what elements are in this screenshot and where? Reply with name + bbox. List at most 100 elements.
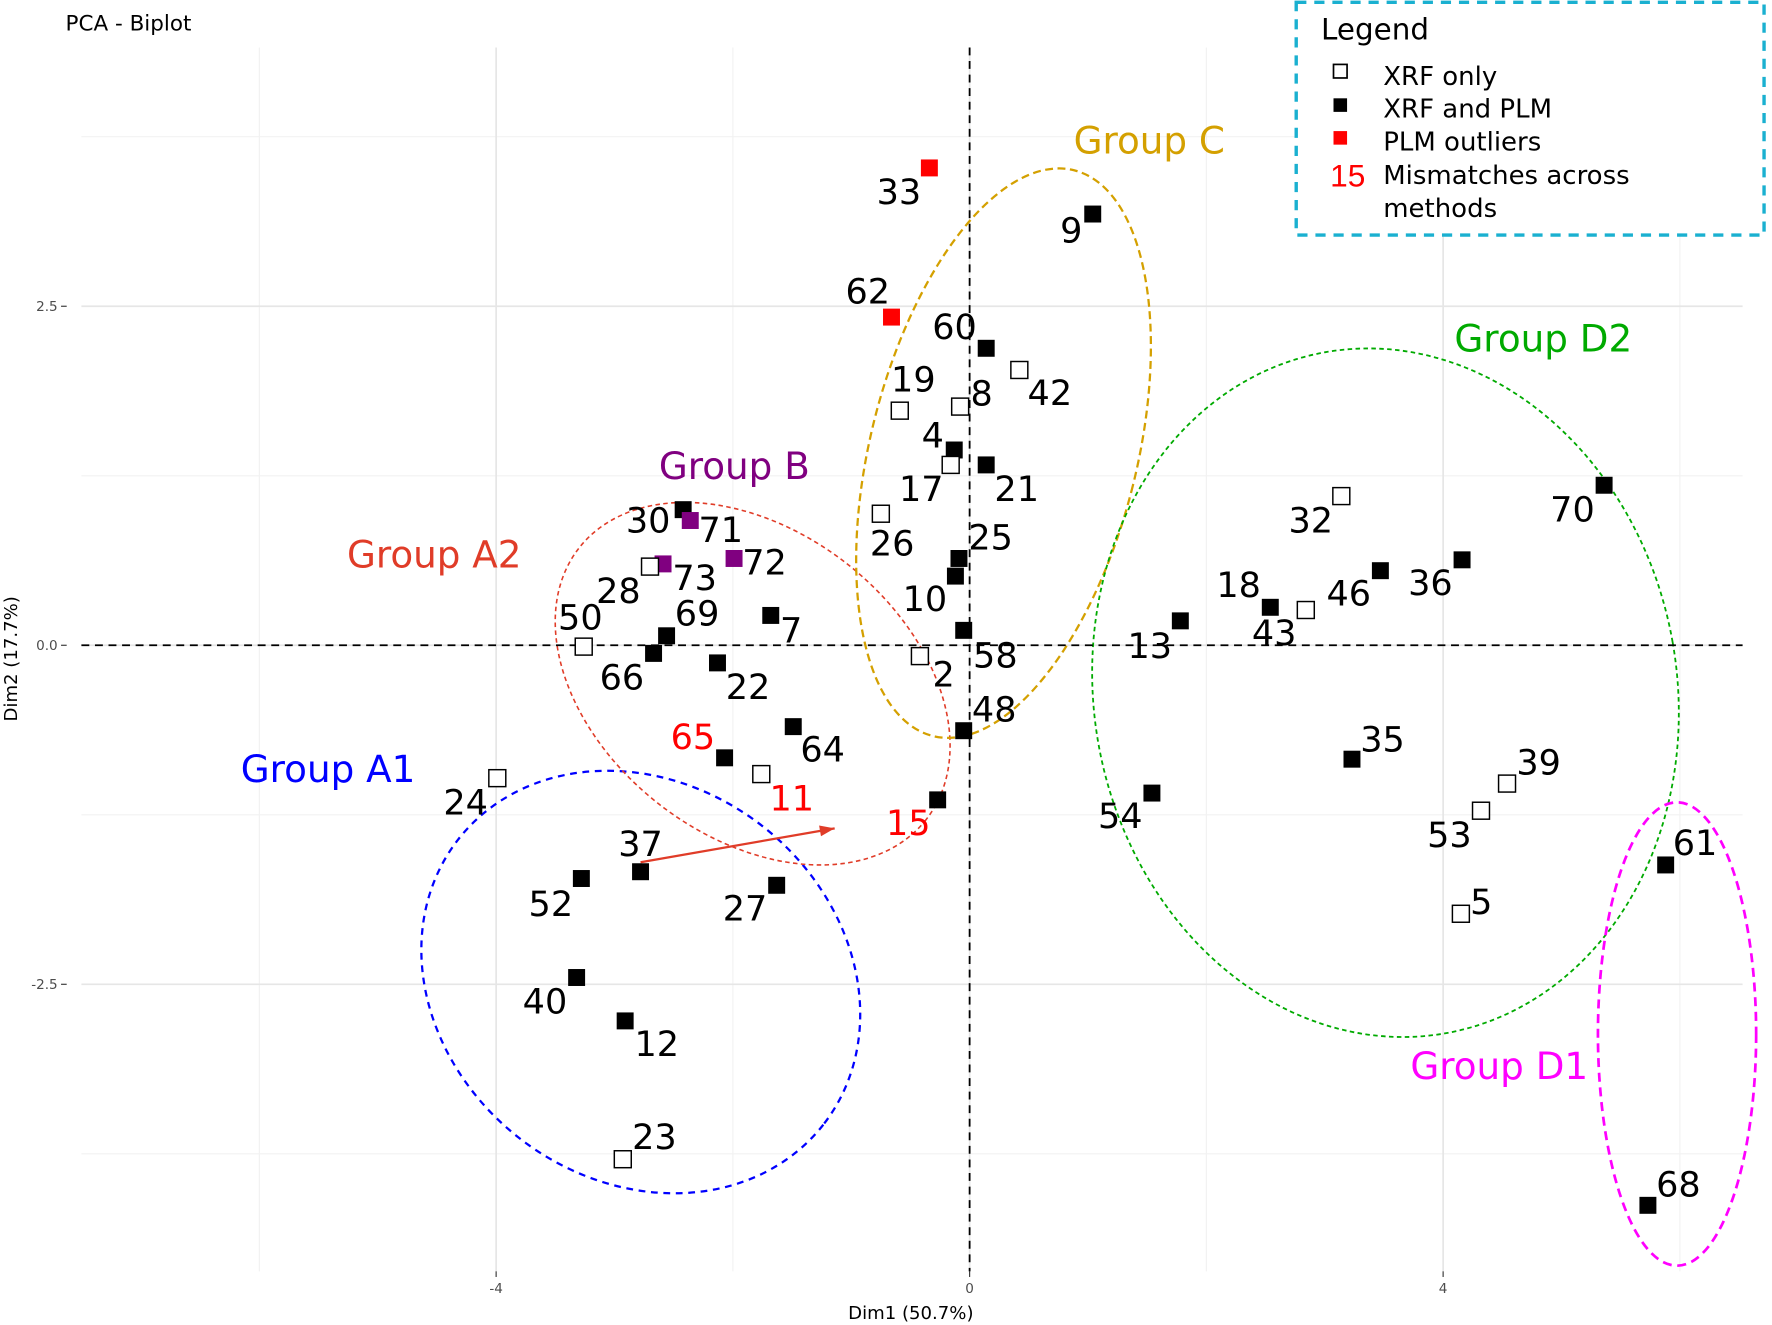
point-marker-4: [945, 441, 963, 459]
point-marker-50: [574, 637, 593, 656]
point-label-24: 24: [443, 782, 488, 823]
legend-label-mismatch-line1: Mismatches across: [1383, 161, 1629, 191]
legend-label-plm-outliers: PLM outliers: [1383, 127, 1541, 157]
point-marker-13: [1171, 612, 1189, 630]
point-marker-40: [568, 969, 586, 986]
x-tick-label: 0: [965, 1281, 974, 1297]
point-label-22: 22: [726, 667, 771, 708]
legend-title: Legend: [1321, 13, 1429, 47]
point-label-10: 10: [903, 579, 948, 620]
point-label-15: 15: [886, 803, 931, 844]
y-tick-label: -2.5: [31, 977, 57, 993]
ellipse-group-c: [855, 167, 1153, 740]
point-marker-71: [681, 512, 699, 529]
point-label-28: 28: [596, 571, 641, 612]
point-label-52: 52: [529, 884, 574, 925]
point-marker-52: [572, 870, 590, 887]
point-label-35: 35: [1360, 719, 1405, 760]
point-marker-37: [632, 863, 650, 881]
legend-border: [1294, 0, 1766, 237]
point-marker-60: [977, 339, 995, 357]
point-label-25: 25: [968, 517, 1013, 558]
group-label-group-d1: Group D1: [1410, 1044, 1588, 1088]
y-tick-label: 2.5: [36, 299, 58, 315]
point-label-50: 50: [558, 598, 603, 639]
point-marker-26: [871, 504, 891, 523]
x-axis-label: Dim1 (50.7%): [848, 1303, 973, 1324]
point-label-40: 40: [523, 982, 568, 1023]
point-marker-5: [1451, 904, 1471, 923]
ellipse-group-d1: [1596, 800, 1758, 1268]
point-marker-22: [709, 654, 726, 672]
legend-marker-mismatch: 15: [1330, 157, 1365, 193]
point-label-17: 17: [899, 469, 944, 510]
point-label-36: 36: [1408, 563, 1453, 604]
point-marker-25: [950, 550, 968, 567]
point-marker-36: [1453, 551, 1471, 569]
point-label-30: 30: [626, 500, 671, 541]
group-label-group-a1: Group A1: [241, 747, 416, 791]
point-marker-11: [752, 764, 771, 784]
x-tick-label: 4: [1439, 1281, 1448, 1297]
point-label-62: 62: [845, 272, 890, 313]
point-marker-8: [950, 397, 970, 416]
point-marker-17: [941, 455, 960, 475]
point-label-5: 5: [1470, 882, 1492, 923]
group-labels: Group A1 Group A2 Group B Group C Group D1 Gr…: [241, 119, 1632, 1089]
point-marker-70: [1595, 476, 1613, 494]
group-label-group-c: Group C: [1074, 119, 1225, 163]
group-ellipses: [420, 167, 1758, 1268]
legend-marker-xrf-only: [1332, 63, 1348, 79]
point-label-54: 54: [1098, 796, 1143, 837]
point-marker-32: [1332, 486, 1351, 506]
y-axis-label: Dim2 (17.7%): [1, 596, 22, 721]
point-label-58: 58: [973, 636, 1018, 677]
shift-arrow: [640, 825, 835, 864]
legend-label-mismatch-line2: methods: [1383, 194, 1497, 224]
point-marker-46: [1371, 562, 1389, 580]
point-marker-24: [488, 768, 507, 788]
point-marker-39: [1497, 774, 1517, 793]
point-marker-21: [977, 456, 995, 474]
point-marker-53: [1471, 801, 1491, 820]
point-marker-43: [1296, 600, 1316, 620]
group-label-group-b: Group B: [659, 444, 810, 488]
point-marker-2: [910, 646, 930, 666]
legend-label-xrf-only: XRF only: [1383, 62, 1497, 92]
point-marker-7: [762, 606, 780, 624]
point-marker-10: [946, 567, 964, 585]
point-label-65: 65: [671, 717, 716, 758]
point-label-46: 46: [1326, 574, 1371, 615]
x-tick-label: -4: [489, 1281, 503, 1297]
point-marker-54: [1143, 784, 1161, 802]
point-marker-18: [1261, 598, 1279, 616]
point-label-37: 37: [618, 824, 663, 865]
point-marker-62: [883, 308, 900, 326]
point-marker-19: [890, 401, 909, 420]
arrow-head: [819, 825, 835, 837]
point-label-9: 9: [1060, 210, 1082, 251]
legend-marker-xrf-plm: [1333, 98, 1348, 112]
ellipse-group-a1: [420, 769, 862, 1195]
point-marker-66: [645, 644, 663, 662]
point-label-8: 8: [970, 373, 992, 414]
group-label-group-a2: Group A2: [347, 532, 522, 576]
point-marker-9: [1084, 205, 1102, 223]
point-label-48: 48: [972, 690, 1017, 731]
point-label-53: 53: [1427, 815, 1472, 856]
point-marker-68: [1639, 1196, 1657, 1214]
point-marker-48: [955, 722, 973, 740]
point-label-64: 64: [800, 730, 845, 771]
point-label-19: 19: [891, 359, 936, 400]
point-label-73: 73: [672, 558, 717, 599]
point-marker-35: [1343, 750, 1361, 768]
point-marker-42: [1010, 360, 1029, 380]
reference-lines: [81, 47, 1743, 1272]
legend-label-xrf-plm: XRF and PLM: [1383, 95, 1552, 125]
point-label-33: 33: [877, 172, 922, 213]
point-label-42: 42: [1028, 373, 1073, 414]
point-marker-12: [616, 1012, 634, 1030]
point-label-43: 43: [1252, 613, 1297, 654]
